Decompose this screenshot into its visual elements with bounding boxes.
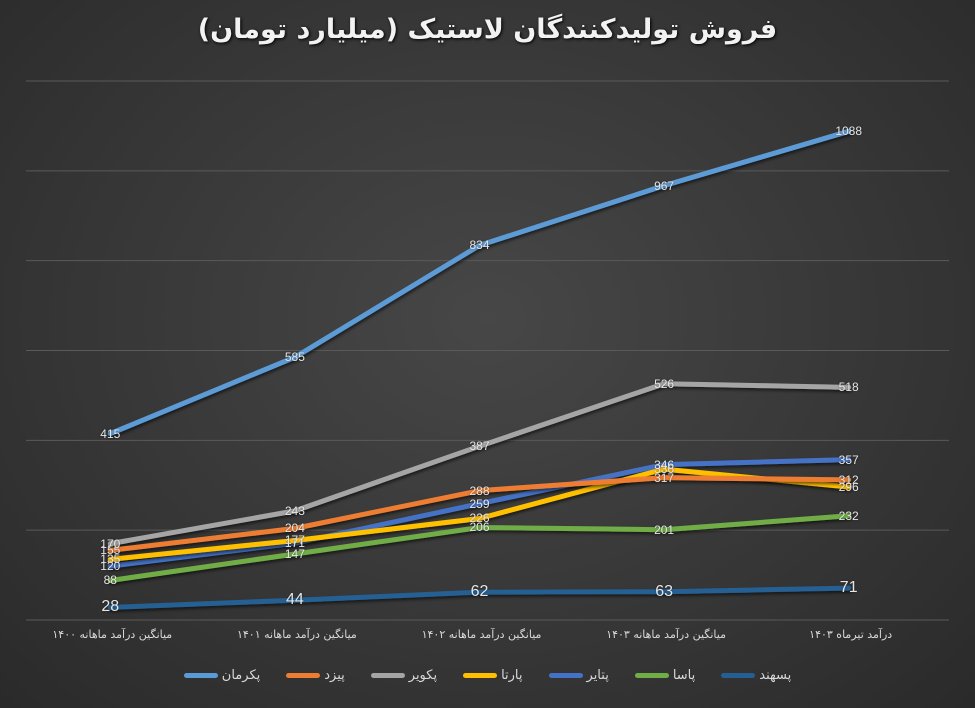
data-label: 1088: [835, 124, 863, 139]
legend-label: پکویر: [408, 668, 438, 683]
data-label: 147: [284, 546, 305, 561]
data-label: 415: [100, 426, 121, 441]
legend-swatch-icon: [463, 673, 498, 678]
data-label: 28: [101, 598, 120, 616]
data-label: 346: [654, 457, 675, 472]
legend-item[interactable]: پاسا: [634, 668, 696, 683]
data-label: 526: [654, 376, 675, 391]
legend-item[interactable]: پیزد: [286, 668, 345, 683]
series-line: [107, 128, 852, 437]
data-label: 71: [839, 579, 858, 597]
x-axis-label: میانگین درآمد ماهانه ۱۴۰۳: [606, 628, 726, 641]
x-axis-label: میانگین درآمد ماهانه ۱۴۰۲: [421, 628, 542, 641]
series-lines: [107, 128, 852, 610]
data-label: 170: [100, 536, 121, 551]
data-label: 155: [100, 543, 121, 558]
legend-swatch-icon: [286, 673, 321, 678]
legend-label: پسهند: [759, 668, 792, 683]
gridlines: [26, 80, 949, 621]
series-line: [107, 475, 852, 553]
legend-label: پارتا: [501, 668, 523, 683]
data-label: 967: [654, 178, 675, 193]
data-label: 585: [284, 350, 305, 365]
legend-swatch-icon: [370, 673, 405, 678]
legend-label: پیزد: [324, 668, 345, 683]
legend-item[interactable]: پارتا: [463, 668, 523, 683]
legend-swatch-icon: [721, 673, 756, 678]
legend-label: پکرمان: [221, 668, 261, 683]
data-label: 63: [655, 582, 673, 600]
data-label: 171: [284, 536, 305, 551]
data-label: 120: [100, 559, 121, 574]
data-label: 206: [469, 520, 490, 535]
data-label: 357: [838, 452, 859, 467]
data-label: 296: [838, 480, 859, 495]
data-label: 88: [103, 573, 117, 588]
data-label: 312: [838, 472, 859, 487]
legend-label: پاسا: [672, 668, 696, 683]
series-line: [107, 381, 852, 547]
series-line: [107, 466, 852, 562]
legend-label: پتایر: [586, 668, 609, 683]
data-label: 317: [654, 470, 675, 485]
series-line: [107, 457, 852, 569]
data-label: 232: [838, 508, 859, 523]
x-axis-label: میانگین درآمد ماهانه ۱۴۰۱: [236, 628, 357, 641]
x-axis-label: میانگین درآمد ماهانه ۱۴۰۰: [52, 628, 173, 641]
series-line: [107, 513, 852, 583]
legend-item[interactable]: پکویر: [370, 668, 438, 683]
chart-title: فروش تولیدکنندگان لاستیک (میلیارد تومان): [197, 14, 778, 45]
data-label: 204: [284, 521, 305, 536]
data-label: 518: [838, 380, 859, 395]
legend-item[interactable]: پکرمان: [183, 668, 261, 683]
data-label: 44: [285, 591, 304, 609]
data-label: 62: [470, 583, 489, 601]
legend-item[interactable]: پتایر: [548, 668, 609, 683]
legend-swatch-icon: [548, 673, 583, 678]
data-label: 288: [469, 483, 490, 498]
legend-item[interactable]: پسهند: [721, 668, 791, 683]
data-label: 135: [100, 552, 121, 567]
legend: پسهند پاسا پتایر پارتا پکویر پیزد پکرمان: [0, 668, 975, 683]
data-label: 201: [654, 522, 675, 537]
data-label: 387: [469, 439, 490, 454]
data-label: 226: [469, 511, 490, 526]
data-label: 177: [284, 533, 305, 548]
data-label: 336: [654, 462, 675, 477]
legend-swatch-icon: [183, 673, 218, 678]
series-line: [107, 585, 852, 610]
data-label: 259: [469, 496, 490, 511]
data-label: 243: [284, 503, 305, 518]
legend-swatch-icon: [634, 673, 669, 678]
data-label: 834: [469, 238, 490, 253]
x-axis-label: درآمد تیرماه ۱۴۰۳: [809, 628, 893, 641]
